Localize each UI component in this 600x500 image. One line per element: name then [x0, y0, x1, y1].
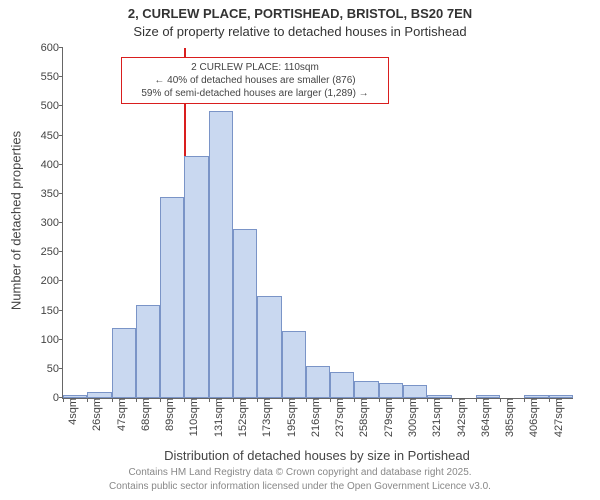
- histogram-bar: [184, 156, 208, 398]
- y-tick-mark: [59, 47, 63, 48]
- x-tick-mark: [379, 398, 380, 402]
- histogram-bar: [136, 305, 160, 398]
- y-tick-label: 500: [41, 100, 63, 112]
- x-tick-label: 385sqm: [500, 398, 516, 437]
- y-tick-mark: [59, 164, 63, 165]
- x-tick-mark: [354, 398, 355, 402]
- y-tick-mark: [59, 368, 63, 369]
- y-tick-mark: [59, 222, 63, 223]
- x-tick-mark: [330, 398, 331, 402]
- y-tick-label: 200: [41, 275, 63, 287]
- x-tick-label: 279sqm: [379, 398, 395, 437]
- x-tick-mark: [403, 398, 404, 402]
- x-tick-label: 110sqm: [184, 398, 200, 436]
- x-tick-mark: [87, 398, 88, 402]
- y-tick-label: 0: [53, 392, 63, 404]
- histogram-bar: [112, 328, 136, 398]
- x-tick-label: 131sqm: [209, 398, 225, 437]
- y-tick-mark: [59, 310, 63, 311]
- histogram-bar: [233, 229, 257, 398]
- y-tick-label: 300: [41, 217, 63, 229]
- x-tick-mark: [160, 398, 161, 402]
- x-tick-label: 258sqm: [354, 398, 370, 437]
- x-tick-mark: [257, 398, 258, 402]
- x-tick-label: 406sqm: [524, 398, 540, 437]
- x-tick-mark: [549, 398, 550, 402]
- x-tick-mark: [427, 398, 428, 402]
- x-tick-mark: [306, 398, 307, 402]
- x-tick-mark: [136, 398, 137, 402]
- y-tick-label: 250: [41, 246, 63, 258]
- x-tick-label: 152sqm: [233, 398, 249, 437]
- y-tick-mark: [59, 76, 63, 77]
- x-tick-label: 364sqm: [476, 398, 492, 437]
- y-tick-mark: [59, 105, 63, 106]
- y-tick-label: 350: [41, 188, 63, 200]
- histogram-bar: [209, 111, 233, 398]
- x-tick-label: 300sqm: [403, 398, 419, 437]
- annotation-line3: 59% of semi-detached houses are larger (…: [128, 87, 382, 100]
- histogram-bar: [354, 381, 378, 399]
- x-tick-label: 47sqm: [112, 398, 128, 431]
- x-tick-mark: [184, 398, 185, 402]
- histogram-bar: [306, 366, 330, 398]
- x-tick-mark: [476, 398, 477, 402]
- x-tick-mark: [524, 398, 525, 402]
- y-tick-label: 150: [41, 305, 63, 317]
- x-axis-label: Distribution of detached houses by size …: [62, 448, 572, 463]
- x-tick-mark: [209, 398, 210, 402]
- y-tick-label: 50: [47, 363, 63, 375]
- histogram-bar: [160, 197, 184, 398]
- y-axis-label: Number of detached properties: [9, 46, 24, 396]
- x-tick-label: 342sqm: [452, 398, 468, 437]
- chart-container: 2, CURLEW PLACE, PORTISHEAD, BRISTOL, BS…: [0, 0, 600, 500]
- y-tick-label: 100: [41, 334, 63, 346]
- histogram-bar: [379, 383, 403, 398]
- x-tick-label: 216sqm: [306, 398, 322, 437]
- y-tick-label: 550: [41, 71, 63, 83]
- plot-area: 2 CURLEW PLACE: 110sqm ← 40% of detached…: [62, 48, 573, 399]
- histogram-bar: [282, 331, 306, 398]
- x-tick-label: 26sqm: [87, 398, 103, 431]
- histogram-bar: [403, 385, 427, 398]
- x-tick-label: 195sqm: [282, 398, 298, 437]
- x-tick-label: 4sqm: [63, 398, 79, 425]
- footer-line2: Contains public sector information licen…: [0, 481, 600, 492]
- y-tick-label: 400: [41, 159, 63, 171]
- x-tick-mark: [112, 398, 113, 402]
- x-tick-label: 68sqm: [136, 398, 152, 431]
- y-tick-mark: [59, 280, 63, 281]
- y-tick-mark: [59, 251, 63, 252]
- histogram-bar: [257, 296, 281, 398]
- chart-title-line2: Size of property relative to detached ho…: [0, 24, 600, 39]
- y-tick-mark: [59, 135, 63, 136]
- annotation-box: 2 CURLEW PLACE: 110sqm ← 40% of detached…: [121, 57, 389, 104]
- chart-title-line1: 2, CURLEW PLACE, PORTISHEAD, BRISTOL, BS…: [0, 6, 600, 21]
- footer-line1: Contains HM Land Registry data © Crown c…: [0, 467, 600, 478]
- x-tick-mark: [282, 398, 283, 402]
- y-tick-label: 600: [41, 42, 63, 54]
- y-tick-mark: [59, 193, 63, 194]
- x-tick-mark: [63, 398, 64, 402]
- x-tick-label: 237sqm: [330, 398, 346, 437]
- x-tick-label: 89sqm: [160, 398, 176, 431]
- y-tick-label: 450: [41, 130, 63, 142]
- x-tick-mark: [500, 398, 501, 402]
- y-tick-mark: [59, 339, 63, 340]
- histogram-bar: [330, 372, 354, 398]
- x-tick-mark: [233, 398, 234, 402]
- x-tick-label: 321sqm: [427, 398, 443, 437]
- x-tick-label: 173sqm: [257, 398, 273, 437]
- x-tick-label: 427sqm: [549, 398, 565, 437]
- x-tick-mark: [452, 398, 453, 402]
- annotation-line1: 2 CURLEW PLACE: 110sqm: [128, 61, 382, 74]
- annotation-line2: ← 40% of detached houses are smaller (87…: [128, 74, 382, 87]
